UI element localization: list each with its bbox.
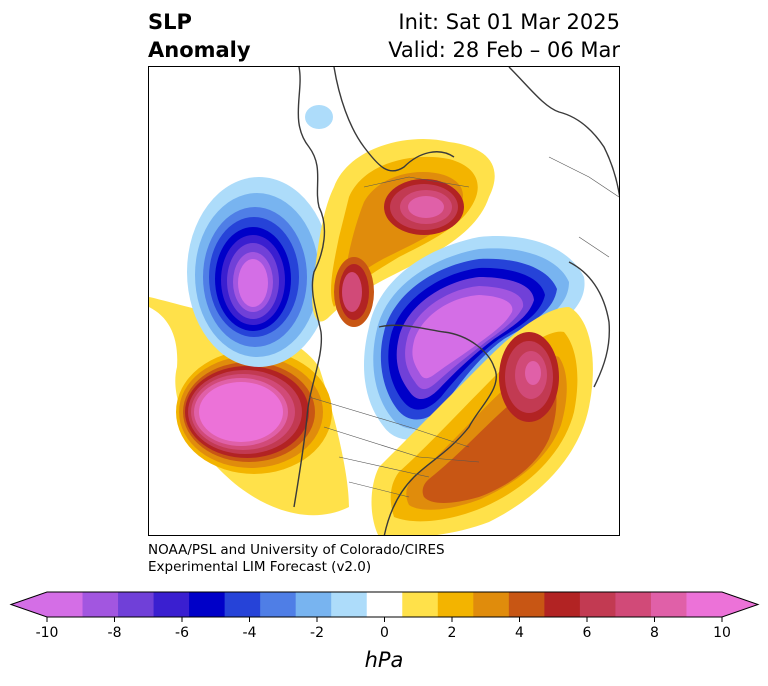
colorbar-tick-label: 10 bbox=[713, 625, 731, 641]
colorbar-segment bbox=[47, 592, 84, 617]
colorbar-tick-label: 2 bbox=[448, 625, 457, 641]
colorbar-segment bbox=[544, 592, 581, 617]
colorbar-segment bbox=[224, 592, 261, 617]
colorbar-segment bbox=[508, 592, 545, 617]
colorbar-segment bbox=[118, 592, 155, 617]
colorbar-segment bbox=[82, 592, 119, 617]
pacific-high-anomaly bbox=[149, 297, 349, 516]
colorbar-segment bbox=[615, 592, 652, 617]
colorbar-segment bbox=[402, 592, 439, 617]
colorbar-tick-label: 8 bbox=[650, 625, 659, 641]
colorbar-segment bbox=[189, 592, 226, 617]
colorbar-tick-label: -4 bbox=[243, 625, 257, 641]
title-line-2: Anomaly bbox=[148, 38, 251, 62]
credit-line-2: Experimental LIM Forecast (v2.0) bbox=[148, 559, 372, 575]
colorbar-tick-label: -8 bbox=[108, 625, 122, 641]
siberian-high-anomaly bbox=[312, 139, 495, 327]
colorbar-tick-label: -2 bbox=[310, 625, 324, 641]
map-panel bbox=[148, 66, 620, 536]
colorbar-segment bbox=[260, 592, 297, 617]
colorbar: -10 -8 -6 -4 -2 0 2 4 6 8 10 bbox=[9, 591, 760, 641]
colorbar-segment bbox=[295, 592, 332, 617]
colorbar-tick-label: 6 bbox=[583, 625, 592, 641]
colorbar-under-arrow bbox=[11, 592, 47, 617]
minor-low-anomaly bbox=[305, 105, 333, 129]
colorbar-segment bbox=[686, 592, 723, 617]
map-title: SLP Anomaly bbox=[148, 8, 251, 64]
credit-text: NOAA/PSL and University of Colorado/CIRE… bbox=[148, 542, 445, 576]
colorbar-segment bbox=[366, 592, 403, 617]
country-borders bbox=[308, 156, 619, 498]
anomaly-map bbox=[149, 67, 619, 535]
colorbar-unit-label: hPa bbox=[364, 648, 404, 672]
colorbar-segment bbox=[331, 592, 368, 617]
forecast-dates: Init: Sat 01 Mar 2025 Valid: 28 Feb – 06… bbox=[388, 8, 620, 64]
colorbar-segment bbox=[437, 592, 474, 617]
alaska-low-anomaly bbox=[187, 177, 331, 367]
colorbar-tick-label: 4 bbox=[515, 625, 524, 641]
colorbar-over-arrow bbox=[722, 592, 758, 617]
credit-line-1: NOAA/PSL and University of Colorado/CIRE… bbox=[148, 542, 445, 558]
coastlines bbox=[293, 67, 619, 535]
colorbar-tick-label: 0 bbox=[380, 625, 389, 641]
colorbar-tick-label: -10 bbox=[36, 625, 59, 641]
title-line-1: SLP bbox=[148, 10, 192, 34]
colorbar-segment bbox=[153, 592, 190, 617]
init-date: Init: Sat 01 Mar 2025 bbox=[398, 10, 620, 34]
colorbar-segment bbox=[473, 592, 510, 617]
colorbar-segment bbox=[650, 592, 687, 617]
colorbar-segment bbox=[579, 592, 616, 617]
colorbar-tick-label: -6 bbox=[175, 625, 189, 641]
valid-dates: Valid: 28 Feb – 06 Mar bbox=[388, 38, 620, 62]
atlantic-high-anomaly bbox=[371, 307, 593, 535]
